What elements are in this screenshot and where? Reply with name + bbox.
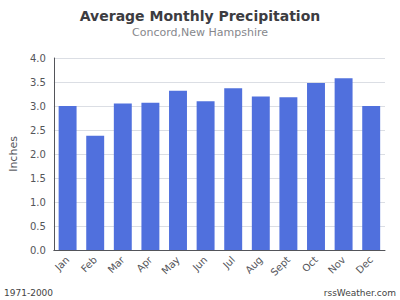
svg-text:Dec: Dec [354,254,375,275]
svg-text:3.0: 3.0 [30,101,46,112]
svg-text:Feb: Feb [79,254,99,274]
svg-text:Average Monthly Precipitation: Average Monthly Precipitation [80,8,320,24]
svg-text:Jul: Jul [220,254,237,271]
svg-text:1971-2000: 1971-2000 [4,288,53,298]
svg-text:3.5: 3.5 [30,77,46,88]
svg-text:1.5: 1.5 [30,173,46,184]
svg-text:Oct: Oct [300,254,320,274]
svg-text:Jan: Jan [52,254,71,273]
svg-text:Concord,New Hampshire: Concord,New Hampshire [132,26,268,39]
svg-text:Aug: Aug [243,254,265,276]
svg-text:Apr: Apr [134,253,155,274]
svg-text:2.5: 2.5 [30,125,46,136]
svg-text:May: May [160,254,182,276]
svg-text:Nov: Nov [326,254,348,276]
svg-text:4.0: 4.0 [30,53,46,64]
svg-text:Jun: Jun [190,254,210,274]
svg-text:rssWeather.com: rssWeather.com [324,288,396,298]
svg-text:1.0: 1.0 [30,197,46,208]
svg-text:0.0: 0.0 [30,245,46,256]
svg-text:2.0: 2.0 [30,149,46,160]
svg-text:0.5: 0.5 [30,221,46,232]
svg-text:Mar: Mar [106,253,128,275]
svg-text:Inches: Inches [7,136,20,172]
svg-text:Sept: Sept [268,254,292,278]
